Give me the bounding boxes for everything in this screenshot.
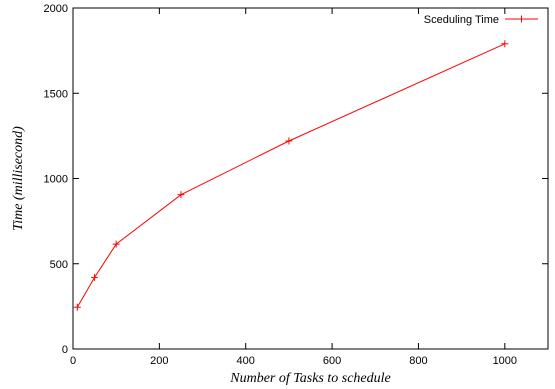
y-tick-label: 1000 — [44, 174, 68, 186]
data-point-marker — [177, 191, 185, 199]
y-tick-label: 1500 — [44, 88, 68, 100]
legend: Sceduling Time — [424, 14, 538, 26]
legend-label-sceduling-time: Sceduling Time — [424, 14, 499, 26]
data-point-marker — [285, 137, 293, 145]
data-point-marker — [501, 40, 509, 48]
y-axis-ticks: 0 500 1000 1500 2000 — [44, 3, 548, 356]
data-point-marker — [73, 303, 81, 311]
x-tick-label: 800 — [409, 355, 427, 367]
x-tick-label: 1000 — [493, 355, 517, 367]
plot-border — [72, 7, 549, 350]
legend-plus-icon — [518, 15, 525, 23]
x-tick-label: 0 — [70, 355, 76, 367]
plot-frame — [72, 7, 549, 350]
y-tick-label: 2000 — [44, 3, 68, 15]
y-axis-title: Time (millisecond) — [11, 126, 26, 231]
y-tick-label: 0 — [62, 344, 68, 356]
x-axis-ticks: 0 200 400 600 800 1000 — [70, 8, 517, 367]
x-tick-label: 400 — [237, 355, 255, 367]
series-layer — [73, 40, 509, 311]
data-point-marker — [112, 240, 120, 248]
x-axis-title: Number of Tasks to schedule — [229, 371, 390, 386]
data-point-marker — [91, 273, 99, 281]
x-tick-label: 200 — [150, 355, 168, 367]
x-tick-label: 600 — [323, 355, 341, 367]
legend-marker-sceduling-time — [518, 15, 525, 23]
series-line-sceduling-time — [76, 43, 506, 308]
y-tick-label: 500 — [50, 259, 68, 271]
